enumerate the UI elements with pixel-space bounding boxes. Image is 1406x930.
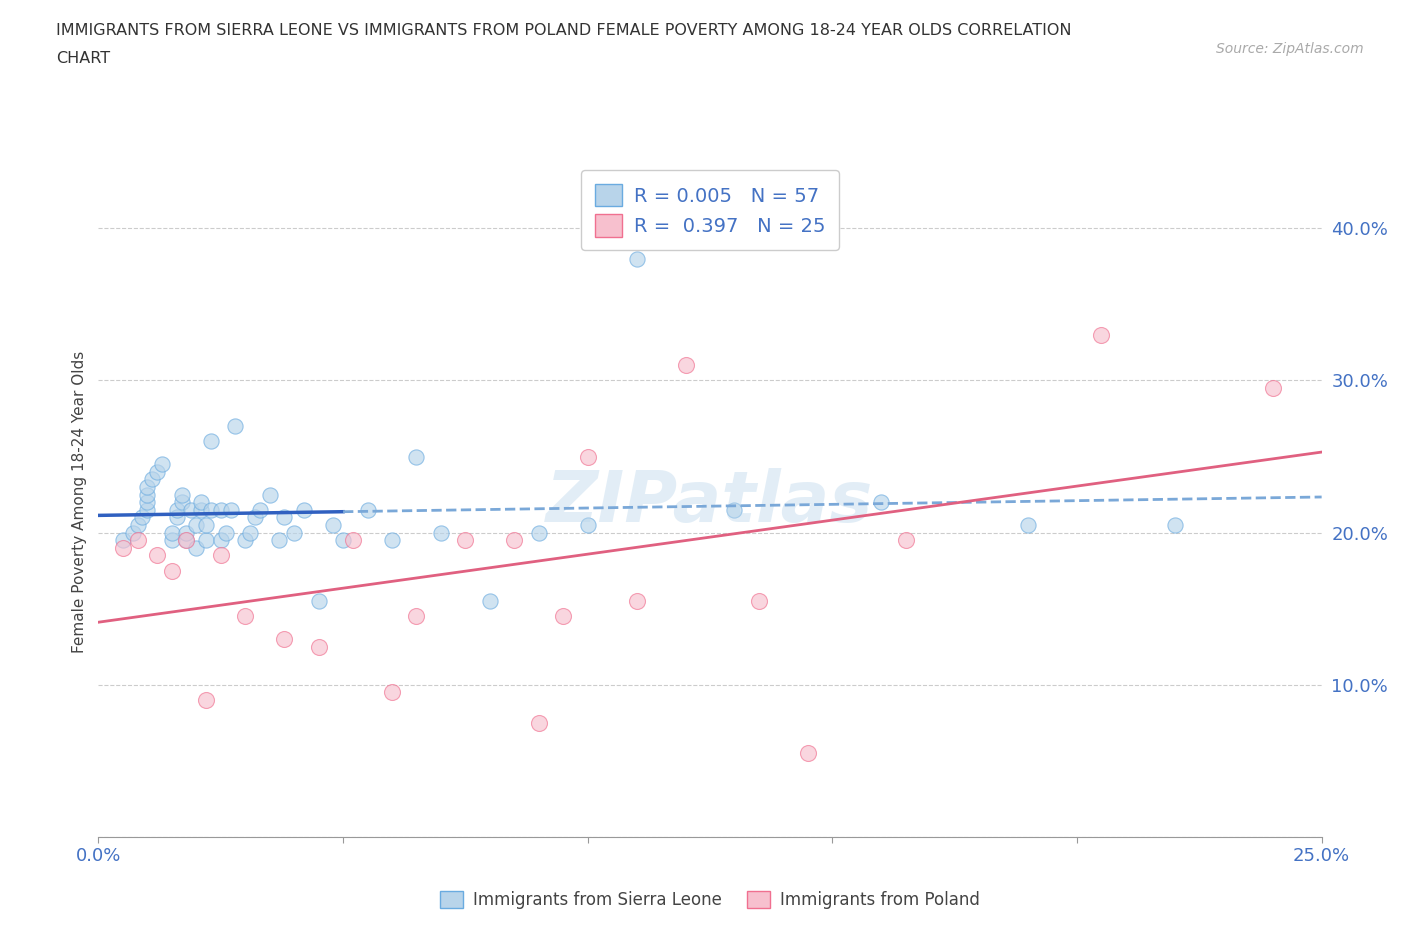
Point <box>381 533 404 548</box>
Point <box>209 502 232 517</box>
Point <box>249 502 271 517</box>
Point <box>1261 380 1284 395</box>
Point <box>273 510 295 525</box>
Point <box>170 487 193 502</box>
Point <box>195 533 218 548</box>
Point <box>166 502 188 517</box>
Point <box>146 464 169 479</box>
Point <box>527 525 550 540</box>
Point <box>308 593 330 608</box>
Point <box>405 609 427 624</box>
Point <box>111 540 134 555</box>
Point <box>121 525 143 540</box>
Point <box>553 609 575 624</box>
Point <box>723 502 745 517</box>
Point <box>870 495 893 510</box>
Point <box>127 518 149 533</box>
Point <box>186 540 208 555</box>
Point <box>308 639 330 654</box>
Point <box>190 495 212 510</box>
Point <box>136 502 159 517</box>
Point <box>176 533 198 548</box>
Point <box>273 631 295 646</box>
Point <box>186 518 208 533</box>
Point <box>332 533 354 548</box>
Point <box>166 510 188 525</box>
Point <box>195 693 218 708</box>
Point <box>176 525 198 540</box>
Text: Source: ZipAtlas.com: Source: ZipAtlas.com <box>1216 42 1364 56</box>
Point <box>748 593 770 608</box>
Point <box>180 502 202 517</box>
Point <box>111 533 134 548</box>
Point <box>136 487 159 502</box>
Point <box>292 502 315 517</box>
Point <box>1017 518 1039 533</box>
Y-axis label: Female Poverty Among 18-24 Year Olds: Female Poverty Among 18-24 Year Olds <box>72 352 87 654</box>
Point <box>176 533 198 548</box>
Point <box>478 593 501 608</box>
Text: CHART: CHART <box>56 51 110 66</box>
Point <box>626 593 648 608</box>
Point <box>200 434 222 449</box>
Point <box>1164 518 1187 533</box>
Point <box>503 533 526 548</box>
Text: ZIPatlas: ZIPatlas <box>547 468 873 537</box>
Point <box>209 533 232 548</box>
Point <box>200 502 222 517</box>
Point <box>136 495 159 510</box>
Legend: Immigrants from Sierra Leone, Immigrants from Poland: Immigrants from Sierra Leone, Immigrants… <box>433 884 987 916</box>
Point <box>136 480 159 495</box>
Point <box>160 533 183 548</box>
Point <box>127 533 149 548</box>
Point <box>405 449 427 464</box>
Point <box>209 548 232 563</box>
Point <box>894 533 917 548</box>
Point <box>322 518 344 533</box>
Point <box>527 715 550 730</box>
Point <box>356 502 378 517</box>
Point <box>160 525 183 540</box>
Point <box>239 525 262 540</box>
Point <box>576 518 599 533</box>
Point <box>160 564 183 578</box>
Point <box>150 457 173 472</box>
Point <box>224 418 246 433</box>
Point <box>131 510 153 525</box>
Point <box>675 358 697 373</box>
Point <box>259 487 281 502</box>
Point <box>283 525 305 540</box>
Text: IMMIGRANTS FROM SIERRA LEONE VS IMMIGRANTS FROM POLAND FEMALE POVERTY AMONG 18-2: IMMIGRANTS FROM SIERRA LEONE VS IMMIGRAN… <box>56 23 1071 38</box>
Point <box>243 510 266 525</box>
Point <box>219 502 242 517</box>
Point <box>1090 327 1112 342</box>
Point <box>141 472 163 486</box>
Point <box>430 525 453 540</box>
Point <box>342 533 364 548</box>
Point <box>170 495 193 510</box>
Point <box>233 609 256 624</box>
Point <box>233 533 256 548</box>
Point <box>454 533 477 548</box>
Point <box>381 685 404 700</box>
Point <box>269 533 291 548</box>
Point <box>195 518 218 533</box>
Point <box>626 251 648 266</box>
Point <box>146 548 169 563</box>
Point <box>797 746 820 761</box>
Point <box>576 449 599 464</box>
Point <box>190 502 212 517</box>
Point <box>214 525 236 540</box>
